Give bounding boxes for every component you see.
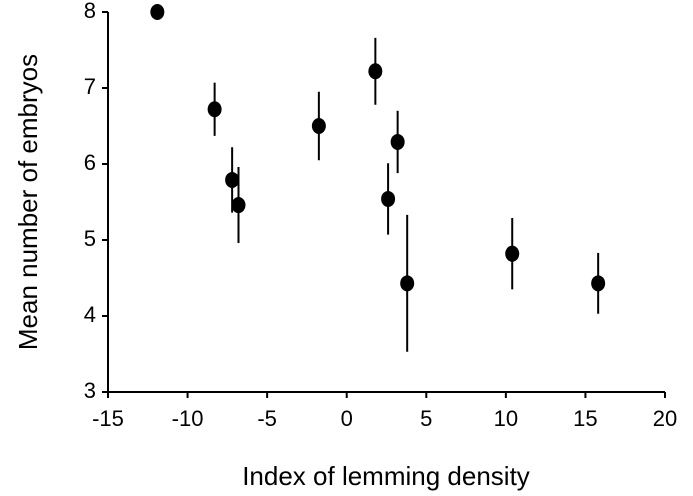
y-tick-label: 5 [84, 226, 96, 251]
y-tick-label: 6 [84, 150, 96, 175]
y-tick-label: 3 [84, 378, 96, 403]
x-tick-label: -10 [172, 406, 204, 431]
x-tick-label: 15 [573, 406, 597, 431]
x-tick-label: 5 [420, 406, 432, 431]
data-point [150, 4, 165, 20]
data-point [390, 133, 405, 150]
y-axis-title: Mean number of embryos [13, 54, 43, 350]
y-tick-label: 4 [84, 302, 96, 327]
y-tick-label: 7 [84, 74, 96, 99]
x-tick-label: 10 [494, 406, 518, 431]
data-point [505, 245, 520, 262]
data-point [381, 190, 396, 207]
data-point [368, 63, 383, 80]
x-tick-label: 0 [341, 406, 353, 431]
data-point [400, 275, 415, 292]
data-point [207, 101, 222, 118]
data-point [231, 197, 246, 214]
x-axis-title: Index of lemming density [242, 461, 530, 491]
data-point [591, 275, 606, 292]
data-point [225, 171, 240, 188]
x-tick-label: -5 [257, 406, 277, 431]
x-tick-label: -15 [92, 406, 124, 431]
data-point [311, 118, 326, 134]
x-tick-label: 20 [653, 406, 677, 431]
y-tick-label: 8 [84, 0, 96, 23]
